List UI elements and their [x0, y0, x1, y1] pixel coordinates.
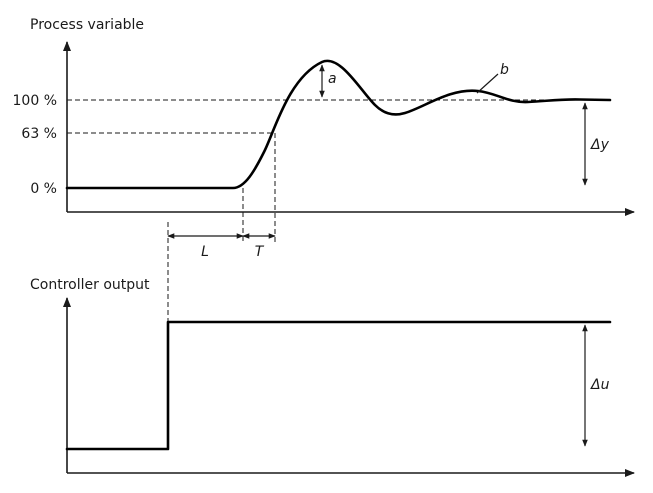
label-a: a — [328, 71, 337, 87]
tick-0-percent: 0 % — [30, 181, 57, 197]
controller-output-step — [65, 320, 612, 451]
process-variable-title: Process variable — [30, 17, 144, 33]
label-T: T — [255, 244, 265, 260]
tick-100-percent: 100 % — [13, 93, 57, 109]
label-delta-u: Δu — [590, 377, 610, 393]
label-b: b — [500, 62, 509, 78]
label-L: L — [201, 244, 209, 260]
leader-line-b — [476, 73, 499, 94]
controller-output-title: Controller output — [30, 277, 150, 293]
process-variable-curve — [65, 59, 612, 190]
label-delta-y: Δy — [590, 137, 610, 153]
tick-63-percent: 63 % — [21, 126, 57, 142]
